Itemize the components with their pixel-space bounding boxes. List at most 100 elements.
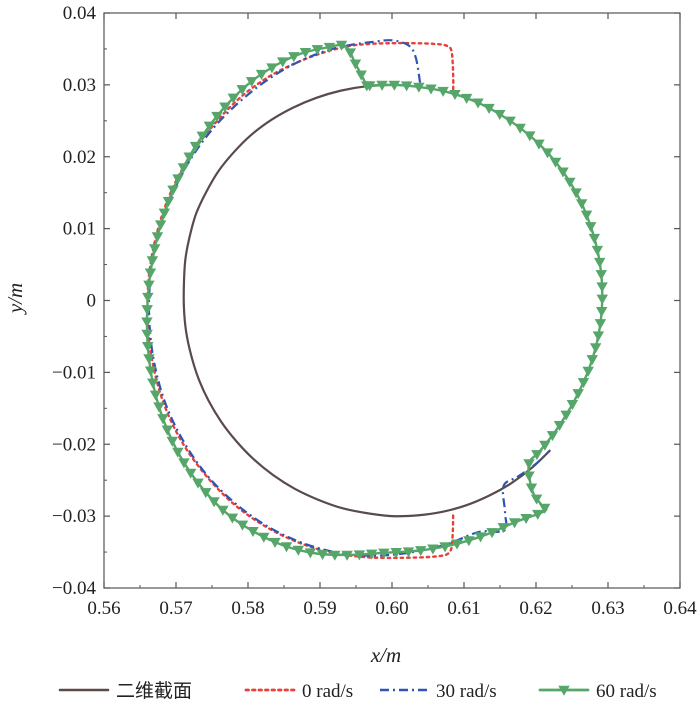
series-marker	[514, 123, 526, 134]
series-marker	[316, 550, 329, 561]
series-marker	[292, 545, 305, 556]
series-marker	[349, 59, 362, 70]
x-tick-label: 0.56	[87, 598, 120, 619]
series-marker	[157, 414, 169, 425]
series-marker	[203, 121, 216, 132]
series-marker	[153, 402, 165, 413]
series-marker	[596, 282, 608, 293]
series-marker	[219, 102, 231, 113]
series-marker	[400, 81, 413, 92]
x-tick-label: 0.63	[591, 598, 624, 619]
series-marker	[144, 268, 157, 279]
series-marker	[196, 131, 208, 142]
series-marker	[591, 245, 604, 256]
legend-item: 0 rad/s	[244, 681, 353, 702]
series-marker	[144, 366, 157, 377]
x-tick-label: 0.64	[663, 598, 697, 619]
series-marker	[288, 52, 300, 63]
y-tick-label: 0.03	[63, 75, 96, 96]
y-tick-label: 0.04	[63, 3, 97, 24]
series-marker	[586, 355, 598, 366]
series-marker	[177, 163, 190, 174]
series-marker	[525, 483, 538, 494]
series-marker	[541, 148, 554, 159]
series-marker	[463, 536, 475, 547]
series-marker	[520, 513, 532, 524]
series-marker	[533, 139, 545, 150]
series-marker	[560, 410, 572, 421]
series-marker	[486, 528, 498, 539]
series-marker	[355, 70, 367, 81]
series-marker	[149, 390, 162, 401]
series-marker	[585, 222, 597, 233]
legend-item: 60 rad/s	[538, 681, 657, 702]
series-marker	[497, 523, 510, 534]
series-marker	[572, 389, 584, 400]
series-marker	[427, 544, 439, 555]
series-marker	[255, 69, 268, 80]
series-marker	[141, 317, 153, 328]
x-tick-label: 0.57	[159, 598, 192, 619]
series-marker	[353, 550, 366, 561]
series-marker	[258, 532, 270, 543]
series-marker	[148, 244, 161, 255]
series-marker	[390, 547, 402, 558]
series-1	[146, 41, 455, 560]
series-marker	[402, 547, 415, 558]
series-marker	[172, 447, 184, 458]
axis-ticks: 0.56 0.57 0.58 0.59 0.60 0.61 0.62 0.63 0.64 0.04…	[52, 3, 697, 619]
series-marker	[341, 550, 353, 561]
series-marker	[245, 77, 258, 88]
series-marker	[593, 257, 606, 268]
series-marker	[161, 425, 174, 436]
series-marker	[549, 157, 562, 168]
series-marker	[183, 152, 195, 163]
legend-label: 二维截面	[116, 680, 192, 702]
series-marker	[531, 450, 543, 461]
x-tick-label: 0.62	[519, 598, 552, 619]
y-axis-label: y/m	[3, 283, 27, 315]
series-marker	[472, 98, 484, 109]
series-marker	[172, 174, 184, 185]
series-marker	[158, 208, 171, 219]
plot-frame	[103, 12, 681, 589]
series-marker	[570, 188, 582, 199]
series-marker	[364, 81, 376, 92]
series-marker	[451, 539, 463, 550]
series-marker	[378, 548, 390, 559]
series-marker	[508, 518, 521, 529]
series-marker	[226, 513, 239, 524]
series-marker	[575, 199, 588, 210]
series-marker	[143, 354, 155, 365]
series-marker	[142, 292, 154, 303]
series-marker	[474, 532, 487, 543]
series-marker	[269, 537, 281, 548]
series-marker	[376, 80, 388, 91]
series-marker	[227, 93, 240, 104]
series-marker	[460, 93, 473, 104]
series-marker	[564, 177, 576, 188]
series-marker	[439, 542, 451, 553]
series-marker	[200, 488, 212, 499]
series-marker	[532, 509, 544, 520]
series-marker	[299, 47, 312, 58]
series-marker	[449, 89, 461, 100]
series-line	[182, 83, 551, 518]
series-marker	[335, 40, 348, 51]
series-marker	[504, 116, 516, 127]
series-marker	[217, 505, 229, 516]
series-marker	[162, 197, 175, 208]
y-tick-label: −0.04	[52, 578, 96, 599]
series-marker	[208, 497, 220, 508]
series-marker	[167, 185, 179, 196]
x-axis-label: x/m	[370, 643, 401, 667]
series-marker	[582, 366, 594, 377]
series-marker	[189, 141, 202, 152]
y-tick-label: 0	[87, 291, 97, 312]
series-marker	[147, 378, 159, 389]
series-marker	[546, 431, 559, 442]
series-marker	[211, 111, 223, 122]
series-line	[146, 41, 455, 560]
series-marker	[425, 84, 437, 95]
